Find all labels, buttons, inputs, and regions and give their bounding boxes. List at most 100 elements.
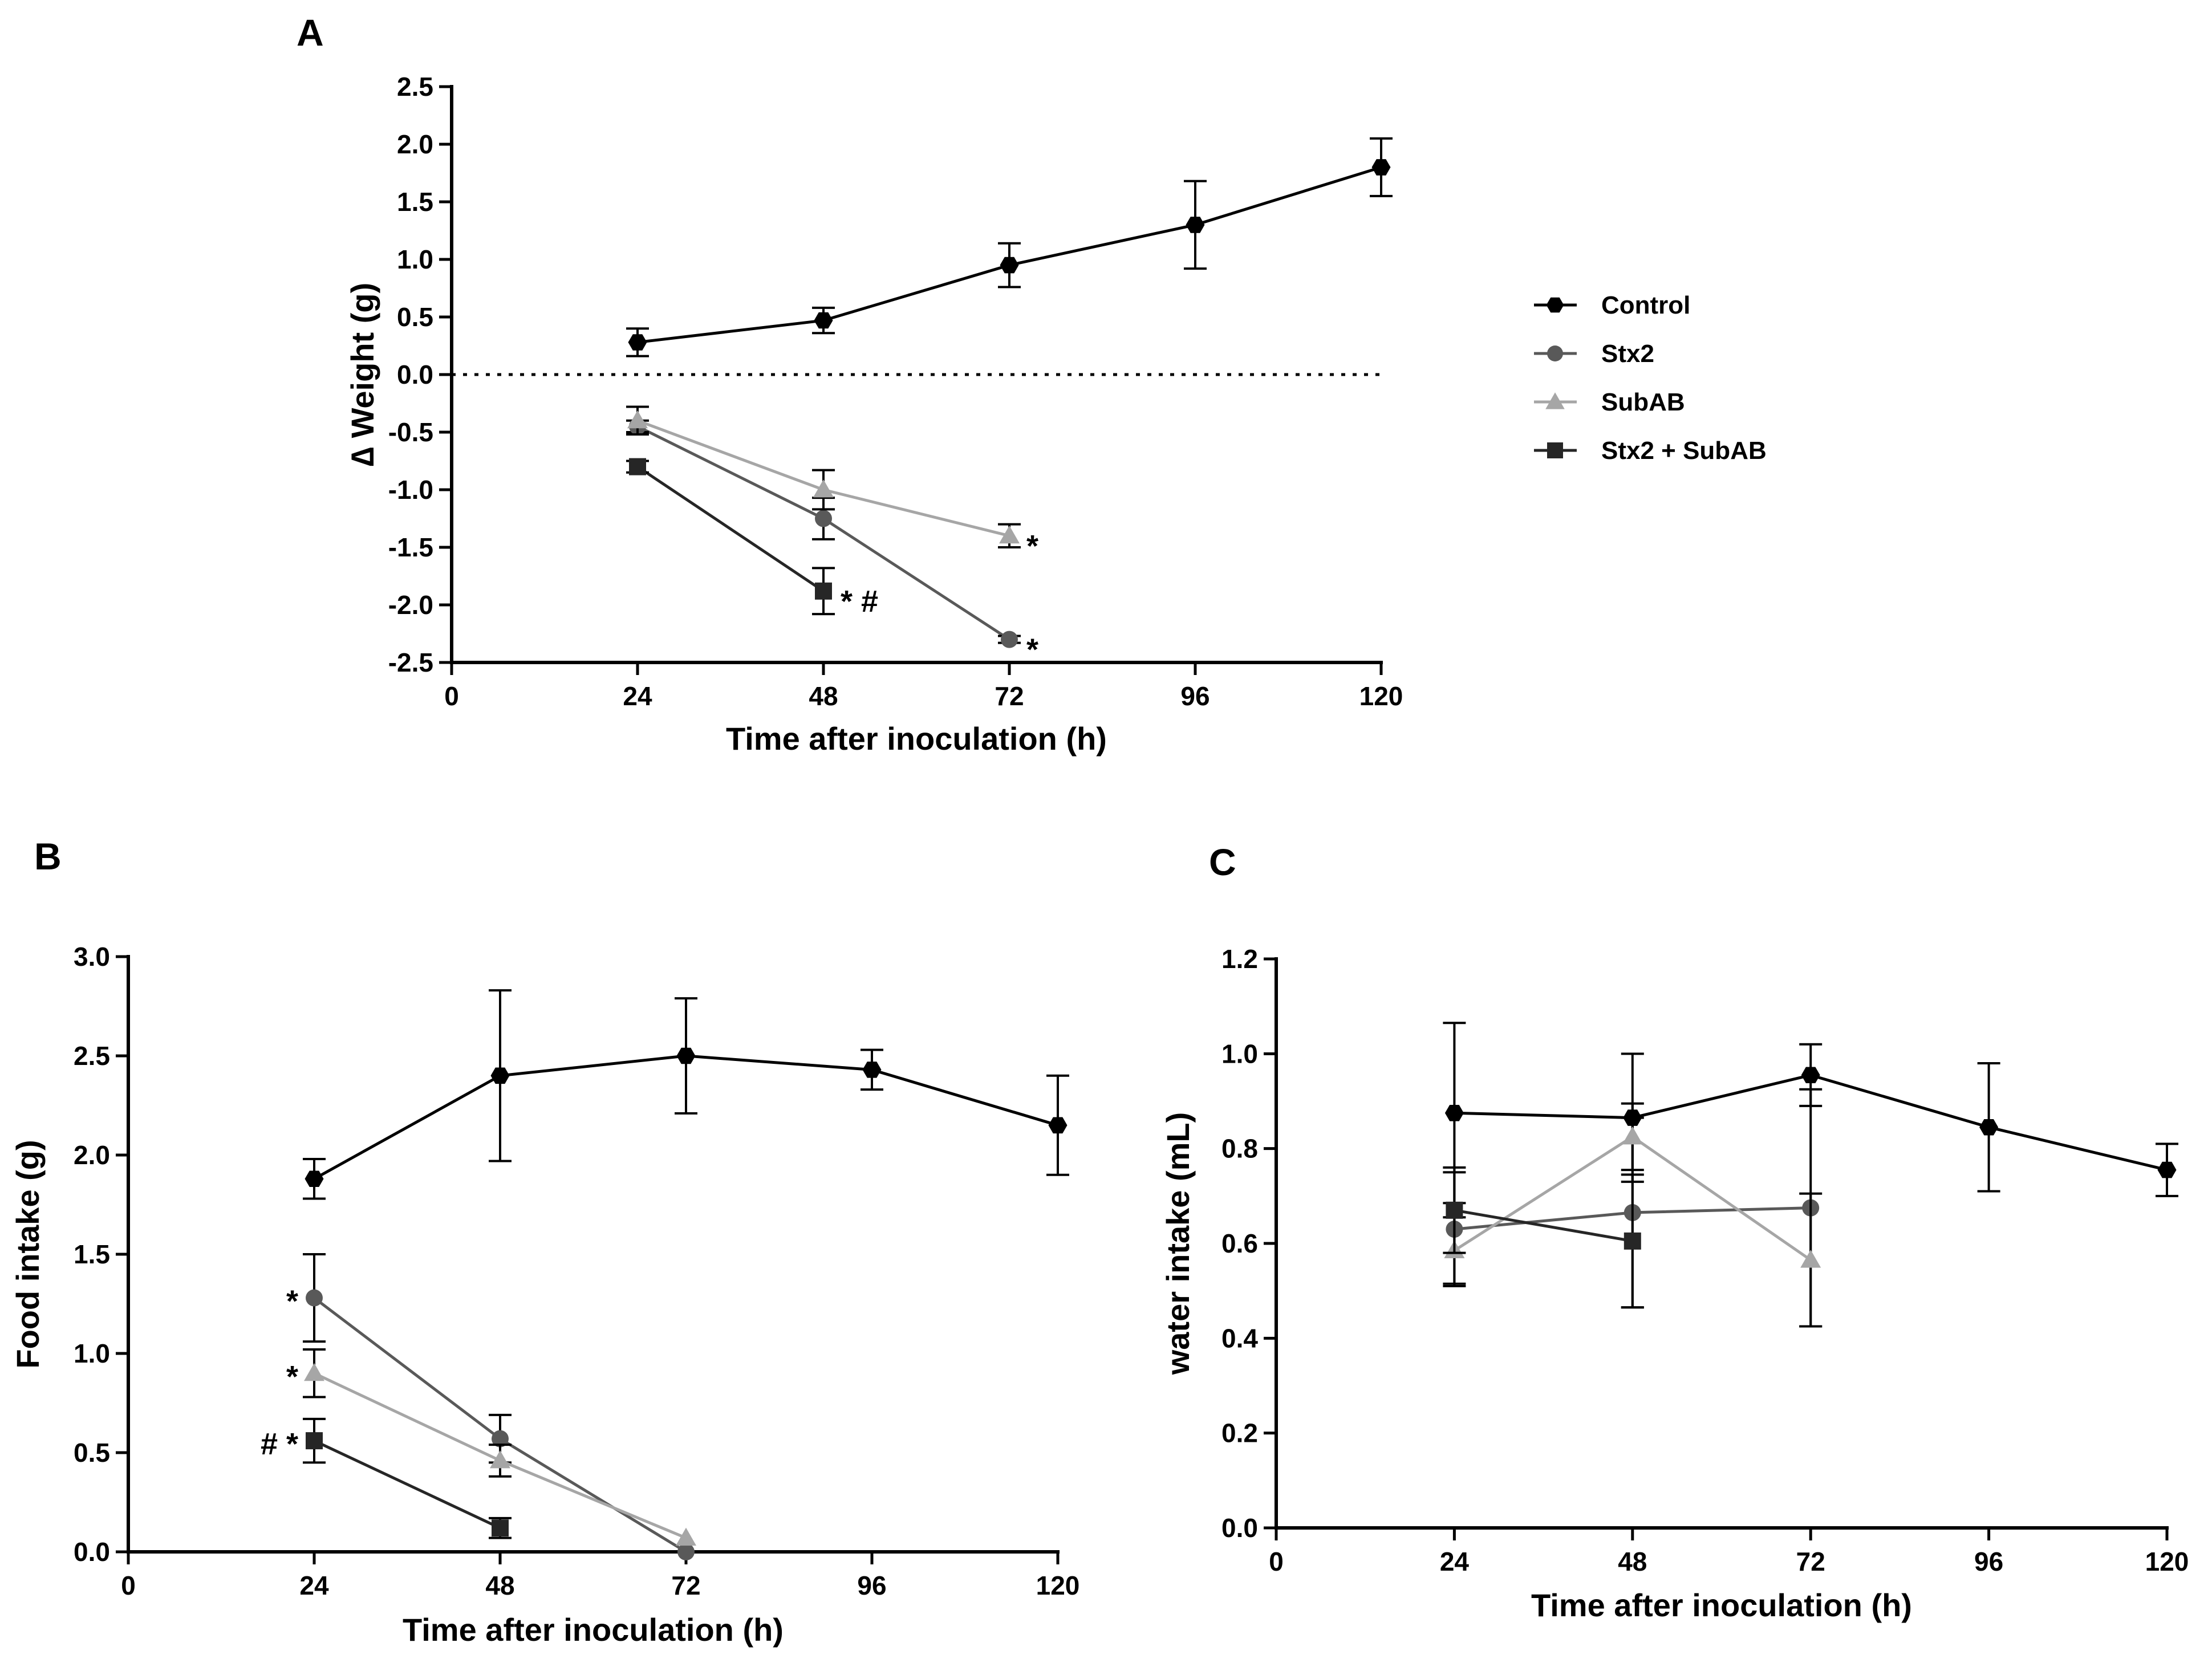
data-point	[814, 312, 833, 329]
y-tick-label-b: 2.0	[74, 1140, 110, 1170]
legend-label: Control	[1601, 291, 1690, 319]
panel-letter-a: A	[297, 11, 324, 54]
legend-marker	[1546, 297, 1564, 313]
x-tick-label-a: 96	[1180, 681, 1210, 711]
data-point	[1979, 1119, 1999, 1136]
legend-marker	[1547, 345, 1563, 361]
data-point	[627, 410, 648, 429]
data-point	[1000, 257, 1019, 274]
data-point	[815, 582, 832, 600]
data-point	[629, 458, 646, 475]
x-axis-title-c: Time after inoculation (h)	[1531, 1587, 1912, 1623]
data-point	[305, 1170, 324, 1187]
data-point	[2157, 1161, 2177, 1178]
data-point	[492, 1519, 509, 1537]
series-line	[313, 1439, 501, 1530]
significance-mark: * #	[841, 584, 878, 619]
legend-item-stx2-subab: Stx2 + SubAB	[1534, 437, 1767, 465]
significance-mark: *	[1026, 529, 1038, 563]
series-line	[636, 465, 825, 592]
data-point	[1001, 631, 1018, 648]
data-point	[676, 1527, 696, 1546]
data-point	[304, 1363, 324, 1381]
data-point	[815, 510, 832, 527]
y-tick-label-c: 1.0	[1221, 1039, 1258, 1068]
legend-item-control: Control	[1534, 291, 1690, 319]
y-tick-label-a: 2.0	[397, 129, 433, 159]
y-tick-label-a: 1.0	[397, 245, 433, 274]
significance-mark: *	[1026, 633, 1038, 667]
data-point	[1801, 1067, 1820, 1083]
y-tick-label-a: -0.5	[388, 417, 433, 447]
data-point	[1446, 1201, 1463, 1219]
y-tick-label-c: 0.0	[1221, 1513, 1258, 1543]
data-point	[1371, 159, 1391, 176]
data-point	[490, 1067, 510, 1084]
y-tick-label-a: -1.0	[388, 475, 433, 505]
data-point	[1624, 1232, 1641, 1250]
y-tick-label-a: 1.5	[397, 187, 433, 217]
legend-label: Stx2 + SubAB	[1601, 437, 1767, 465]
x-tick-label-c: 96	[1974, 1547, 2003, 1576]
significance-mark: *	[286, 1360, 298, 1394]
x-tick-label-c: 120	[2145, 1547, 2189, 1576]
data-point	[1048, 1117, 1068, 1134]
x-tick-label-b: 24	[299, 1571, 329, 1600]
legend-marker	[1545, 392, 1565, 409]
data-point	[492, 1430, 509, 1448]
x-tick-label-b: 48	[485, 1571, 514, 1600]
legend-label: Stx2	[1601, 340, 1654, 368]
series-stx2-b	[303, 1253, 695, 1560]
legend-item-stx2: Stx2	[1534, 340, 1654, 368]
data-point	[862, 1062, 882, 1078]
y-tick-label-a: 0.0	[397, 360, 433, 389]
x-axis-title-b: Time after inoculation (h)	[403, 1612, 784, 1648]
x-tick-label-b: 72	[671, 1571, 700, 1600]
y-tick-label-b: 0.5	[74, 1438, 110, 1467]
x-tick-label-a: 48	[809, 681, 838, 711]
significance-mark: *	[286, 1284, 298, 1319]
data-point	[1800, 1250, 1821, 1268]
y-tick-label-b: 2.5	[74, 1041, 110, 1071]
data-point	[1444, 1105, 1464, 1121]
x-tick-label-a: 24	[623, 681, 652, 711]
legend-marker	[1547, 442, 1563, 458]
y-axis-title-c: water intake (mL)	[1160, 1112, 1196, 1376]
legend-item-subab: SubAB	[1534, 388, 1685, 416]
series-control-b	[303, 989, 1069, 1200]
y-tick-label-a: -1.5	[388, 532, 433, 562]
data-point	[306, 1289, 323, 1307]
y-tick-label-a: 2.5	[397, 72, 433, 101]
x-tick-label-c: 24	[1440, 1547, 1470, 1576]
panel-letter-b: B	[34, 835, 62, 877]
y-axis-title-b: Food intake (g)	[10, 1140, 46, 1368]
series-control-a	[626, 137, 1393, 357]
data-point	[999, 525, 1020, 544]
data-point	[676, 1047, 696, 1064]
x-tick-label-b: 120	[1036, 1571, 1080, 1600]
series-stx2-subab-b	[303, 1417, 512, 1539]
x-tick-label-a: 72	[995, 681, 1024, 711]
y-tick-label-c: 0.4	[1221, 1323, 1258, 1353]
data-point	[628, 334, 647, 351]
y-axis-title-a: ∆ Weight (g)	[344, 283, 380, 467]
y-tick-label-b: 1.0	[74, 1339, 110, 1368]
y-tick-label-a: 0.5	[397, 302, 433, 332]
chart-panel-a: -2.5 -2.0 -1.5 -1.0 -0.5 0.0 0.5 1.0 1.5 2.0 2.5 0 2…	[344, 72, 1403, 757]
y-tick-label-c: 1.2	[1221, 944, 1258, 974]
y-tick-label-a: -2.5	[388, 648, 433, 677]
significance-mark: # *	[261, 1427, 298, 1461]
y-tick-label-c: 0.6	[1221, 1229, 1258, 1258]
y-tick-label-c: 0.2	[1221, 1418, 1258, 1448]
x-tick-label-b: 96	[857, 1571, 886, 1600]
y-tick-label-a: -2.0	[388, 590, 433, 620]
chart-panel-c: 0.0 0.2 0.4 0.6 0.8 1.0 1.2 0 24 48 72 96 120 Time af…	[1160, 944, 2189, 1623]
x-tick-label-c: 72	[1796, 1547, 1825, 1576]
series-stx2-subab-a	[626, 458, 835, 616]
legend-label: SubAB	[1601, 388, 1685, 416]
series-line	[1454, 1209, 1633, 1243]
x-tick-label-c: 0	[1269, 1547, 1284, 1576]
data-point	[813, 479, 834, 498]
y-tick-label-b: 0.0	[74, 1537, 110, 1567]
